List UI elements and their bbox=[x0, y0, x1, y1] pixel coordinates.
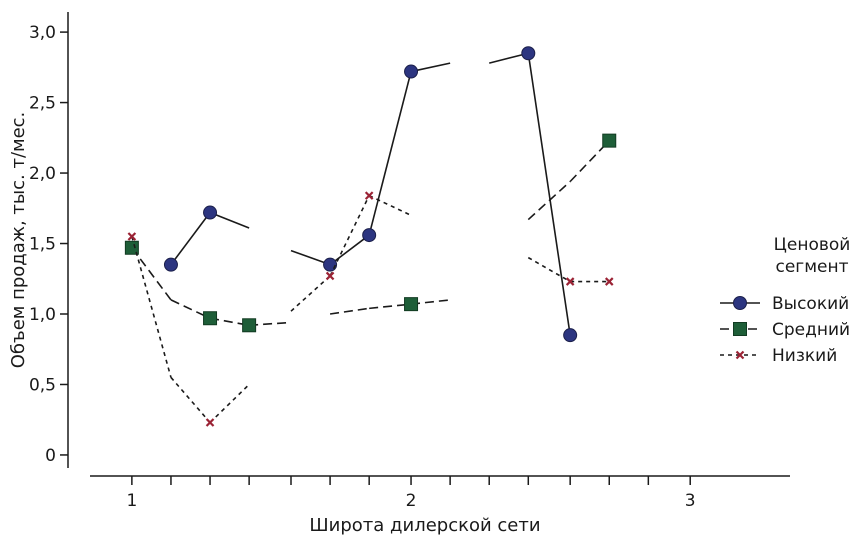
x-marker-stroke bbox=[127, 232, 137, 241]
series-1-point bbox=[404, 297, 419, 312]
y-tick-label: 3,0 bbox=[29, 23, 56, 43]
x-axis-title: Широта дилерской сети bbox=[309, 515, 540, 536]
series-2-point bbox=[325, 271, 335, 281]
series-2-segment bbox=[329, 195, 370, 277]
x-marker-stroke bbox=[565, 277, 575, 286]
x-tick-label: 1 bbox=[126, 491, 137, 511]
y-tick-label: 0 bbox=[45, 446, 56, 466]
legend-marker-1 bbox=[733, 322, 747, 336]
series-0 bbox=[163, 46, 578, 343]
y-tick-label: 1,0 bbox=[29, 305, 56, 325]
series-1-segment bbox=[329, 307, 370, 315]
y-axis-title: Объем продаж, тыс. т/мес. bbox=[8, 112, 29, 369]
series-1-point bbox=[203, 311, 218, 326]
axes: 0 0,5 1,0 1,5 2,0 2,5 3,0 1 2 3 Широта дилерской с… bbox=[8, 12, 790, 536]
y-tick-label: 0,5 bbox=[29, 375, 56, 395]
series-0-segment bbox=[170, 212, 211, 266]
y-tick-label: 1,5 bbox=[29, 235, 56, 255]
series-2-point bbox=[565, 277, 575, 286]
legend-marker-2 bbox=[735, 350, 745, 360]
x-tick-label: 2 bbox=[406, 491, 417, 511]
series-1-point bbox=[124, 240, 139, 255]
series-1-point bbox=[602, 133, 617, 148]
x-marker-stroke bbox=[604, 277, 614, 286]
series-0-point bbox=[362, 228, 377, 243]
legend-title: Ценовой bbox=[774, 235, 851, 255]
x-marker-stroke bbox=[364, 191, 374, 200]
x-tick-label: 3 bbox=[685, 491, 696, 511]
series-2-point bbox=[364, 191, 374, 200]
y-tick-label: 2,0 bbox=[29, 164, 56, 184]
series-1 bbox=[124, 133, 617, 333]
series-0-point bbox=[203, 205, 218, 220]
series-layer bbox=[124, 46, 617, 427]
series-2-segment bbox=[527, 256, 571, 283]
legend-label-1: Средний bbox=[772, 320, 850, 340]
series-0-point bbox=[163, 257, 178, 272]
series-0-point bbox=[404, 64, 419, 79]
series-2-point bbox=[604, 277, 614, 286]
series-1-point bbox=[242, 318, 257, 333]
series-2-segment bbox=[209, 383, 250, 424]
x-marker-stroke bbox=[205, 418, 215, 427]
series-0-segment bbox=[527, 53, 571, 336]
series-2-point bbox=[205, 418, 215, 427]
legend-label-2: Низкий bbox=[772, 346, 837, 366]
series-2-segment bbox=[170, 376, 211, 424]
series-0-point bbox=[563, 328, 578, 343]
legend-title: сегмент bbox=[775, 257, 848, 277]
series-0-segment bbox=[368, 71, 412, 236]
x-marker-stroke bbox=[325, 271, 335, 281]
series-2-segment bbox=[290, 275, 331, 312]
legend-label-0: Высокий bbox=[772, 294, 849, 314]
series-2-segment bbox=[131, 236, 172, 378]
series-1-segment bbox=[131, 247, 172, 301]
legend-marker-0 bbox=[733, 296, 747, 310]
series-0-point bbox=[521, 46, 536, 61]
series-0-point bbox=[323, 257, 338, 272]
series-0-segment bbox=[329, 234, 370, 266]
y-tick-label: 2,5 bbox=[29, 94, 56, 114]
series-0-segment bbox=[209, 211, 250, 229]
series-2 bbox=[127, 191, 614, 427]
x-marker-stroke bbox=[735, 350, 745, 360]
series-1-segment bbox=[527, 180, 571, 221]
series-2-point bbox=[127, 232, 137, 241]
